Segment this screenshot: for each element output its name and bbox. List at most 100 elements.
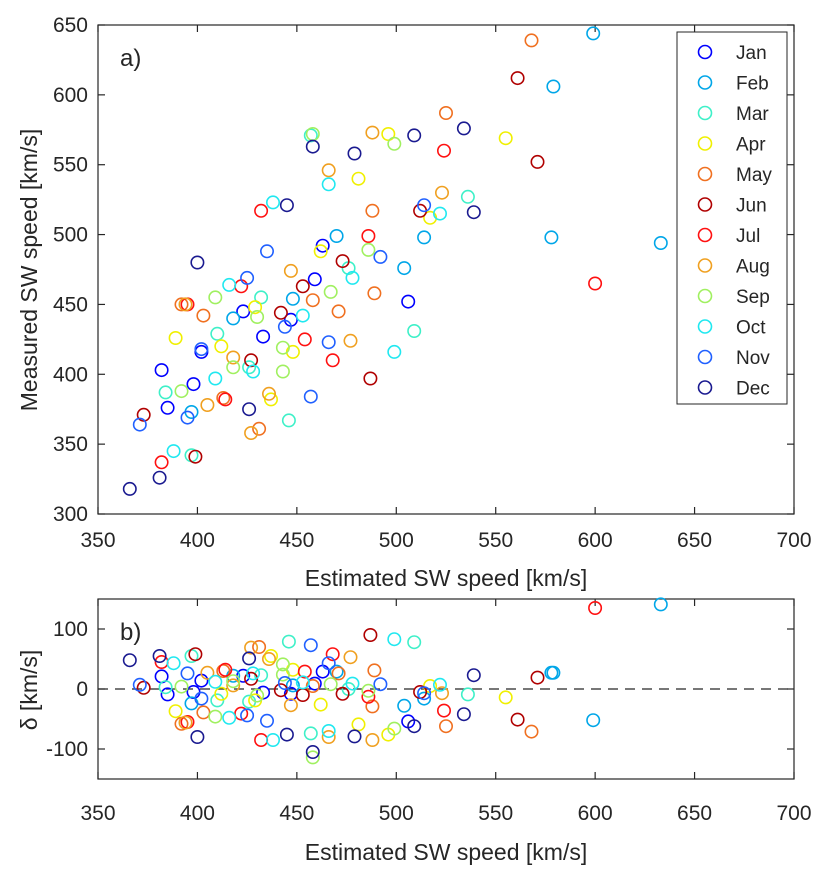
point-jul [361,689,376,704]
y-tick-label: 350 [53,433,88,456]
point-nov [277,675,292,690]
y-tick-label: 500 [53,224,88,247]
point-dec [152,648,167,663]
point-sep [361,683,376,698]
point-feb [226,311,241,326]
point-may [331,666,346,681]
y-tick-label: -100 [46,738,88,761]
point-aug [244,640,259,655]
x-tick-label: 400 [180,802,215,825]
legend-marker-feb [697,75,713,90]
point-mar [254,668,269,683]
legend-label-apr: Apr [736,135,766,156]
x-tick-label: 600 [578,802,613,825]
point-apr [168,704,183,719]
point-dec [279,727,294,742]
point-may [305,293,320,308]
point-jul [325,353,340,368]
point-feb [586,713,601,728]
point-dec [190,729,205,744]
point-jul [254,203,269,218]
point-dec [279,198,294,213]
point-nov [180,666,195,681]
panel-b-ticks: 350 400 450 500 550 600 650 700 -100 0 100 [46,599,812,825]
point-jul [154,455,169,470]
point-oct [387,632,402,647]
legend-marker-aug [697,258,713,273]
point-oct [246,666,261,681]
point-oct [222,277,237,292]
point-oct [345,676,360,691]
panel-b: 350 400 450 500 550 600 650 700 -100 0 100 b) Esti… [16,597,812,865]
point-aug [200,665,215,680]
x-tick-label: 500 [379,802,414,825]
legend-label-mar: Mar [736,104,769,125]
point-sep [323,677,338,692]
point-nov [240,708,255,723]
point-jul [361,229,376,244]
x-tick-label: 700 [776,529,811,552]
point-sep [387,721,402,736]
point-jun [335,686,350,701]
point-aug [226,678,241,693]
point-feb [397,261,412,276]
point-oct [387,344,402,359]
point-oct [432,206,447,221]
legend-label-oct: Oct [736,318,766,339]
point-may [438,106,453,121]
point-jan [256,329,271,344]
x-tick-label: 450 [279,802,314,825]
point-jun [136,407,151,422]
x-tick-label: 700 [776,802,811,825]
point-mar [281,634,296,649]
point-dec [456,707,471,722]
x-tick-label: 550 [478,529,513,552]
legend-marker-sep [697,288,713,304]
point-apr [214,339,229,354]
point-jul [588,600,603,615]
legend-label-nov: Nov [736,348,770,369]
point-apr [498,690,513,705]
panel-b-label: b) [120,619,141,646]
legend-marker-nov [697,349,713,365]
y-tick-label: 400 [53,363,88,386]
point-nov [194,342,209,357]
point-feb [653,597,668,612]
point-nov [373,249,388,264]
point-apr [351,171,366,186]
panel-a-ticks: 350 400 450 500 550 600 650 700 300 350 400 450 500 5… [53,14,812,552]
point-aug [178,715,193,730]
point-dec [456,121,471,136]
point-nov [180,410,195,425]
point-apr [263,392,278,407]
point-dec [347,729,362,744]
point-oct [246,364,261,379]
point-jun [530,670,545,685]
point-mar [281,413,296,428]
legend-label-dec: Dec [736,379,770,400]
legend-marker-mar [697,105,713,121]
point-nov [132,677,147,692]
panel-a-y-axis-label: Measured SW speed [km/s] [16,129,42,412]
x-tick-label: 450 [279,529,314,552]
legend-label-jul: Jul [736,226,760,247]
point-nov [321,656,336,671]
point-jan [315,238,330,253]
legend-label-feb: Feb [736,74,769,95]
point-nov [321,335,336,350]
legend-marker-dec [697,380,713,395]
point-mar [158,385,173,400]
point-mar [158,680,173,695]
legend-label-jan: Jan [736,43,767,64]
point-aug [343,650,358,665]
point-dec [242,651,257,666]
legend-marker-oct [697,319,713,334]
y-tick-label: 550 [53,154,88,177]
point-jan [307,272,322,287]
point-sep [208,290,223,305]
point-feb [329,664,344,679]
point-feb [653,236,668,251]
point-nov [277,319,292,334]
point-may [438,719,453,734]
point-oct [222,710,237,725]
